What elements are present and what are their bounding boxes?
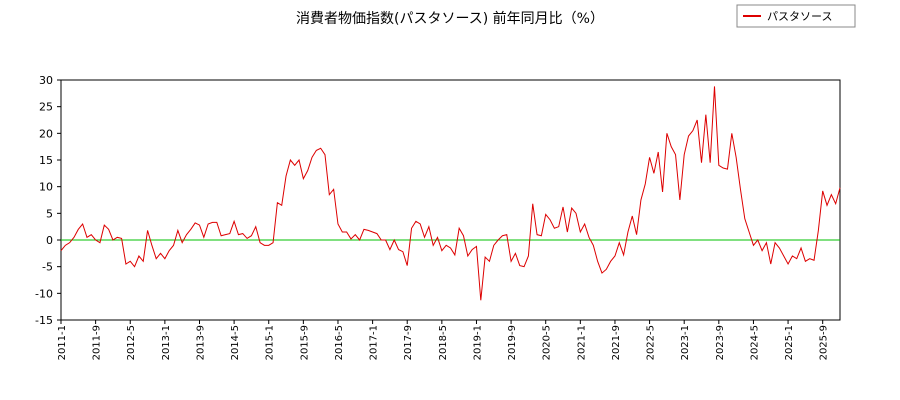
y-tick-label: 25	[39, 101, 53, 114]
x-tick-label: 2015-9	[299, 325, 310, 360]
x-tick-label: 2023-9	[715, 325, 726, 360]
y-tick-label: 0	[46, 234, 53, 247]
y-tick-label: 10	[39, 181, 53, 194]
x-tick-label: 2013-9	[195, 325, 206, 360]
x-tick-label: 2020-5	[542, 325, 553, 360]
data-line	[60, 86, 841, 301]
x-tick-label: 2011-1	[57, 325, 68, 360]
x-tick-label: 2019-9	[507, 325, 518, 360]
y-tick-label: -10	[35, 287, 53, 300]
y-tick-label: 15	[39, 154, 53, 167]
y-tick-label: 20	[39, 127, 53, 140]
y-tick-label: 5	[46, 207, 53, 220]
x-tick-label: 2022-5	[646, 325, 657, 360]
x-tick-label: 2014-5	[230, 325, 241, 360]
y-tick-label: -5	[42, 261, 53, 274]
y-tick-label: -15	[35, 314, 53, 327]
x-tick-label: 2023-1	[680, 325, 691, 360]
x-tick-label: 2021-1	[576, 325, 587, 360]
chart-title: 消費者物価指数(パスタソース) 前年同月比（%）	[296, 10, 604, 27]
plot-area	[60, 79, 841, 321]
x-tick-label: 2013-1	[161, 325, 172, 360]
x-tick-label: 2024-5	[749, 325, 760, 360]
y-tick-label: 30	[39, 74, 53, 87]
x-tick-label: 2025-1	[784, 325, 795, 360]
x-tick-label: 2017-9	[403, 325, 414, 360]
x-tick-label: 2012-5	[126, 325, 137, 360]
x-tick-label: 2018-5	[438, 325, 449, 360]
legend-box	[736, 4, 856, 28]
x-tick-label: 2017-1	[369, 325, 380, 360]
x-tick-label: 2015-1	[265, 325, 276, 360]
x-tick-label: 2011-9	[92, 325, 103, 360]
legend-label: パスタソース	[767, 10, 832, 23]
x-tick-label: 2019-1	[472, 325, 483, 360]
x-tick-label: 2016-5	[334, 325, 345, 360]
x-tick-label: 2025-9	[819, 325, 830, 360]
x-tick-label: 2021-9	[611, 325, 622, 360]
